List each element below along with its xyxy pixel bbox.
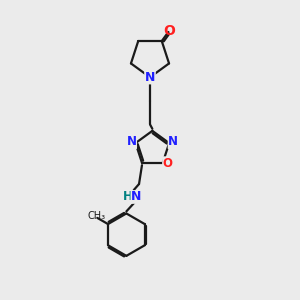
Text: O: O <box>164 24 175 38</box>
Text: H: H <box>123 190 133 203</box>
Text: CH₃: CH₃ <box>88 211 106 220</box>
Text: N: N <box>126 135 136 148</box>
Text: N: N <box>145 71 155 84</box>
Text: N: N <box>168 135 178 148</box>
Text: O: O <box>163 157 173 170</box>
Text: N: N <box>131 190 141 203</box>
